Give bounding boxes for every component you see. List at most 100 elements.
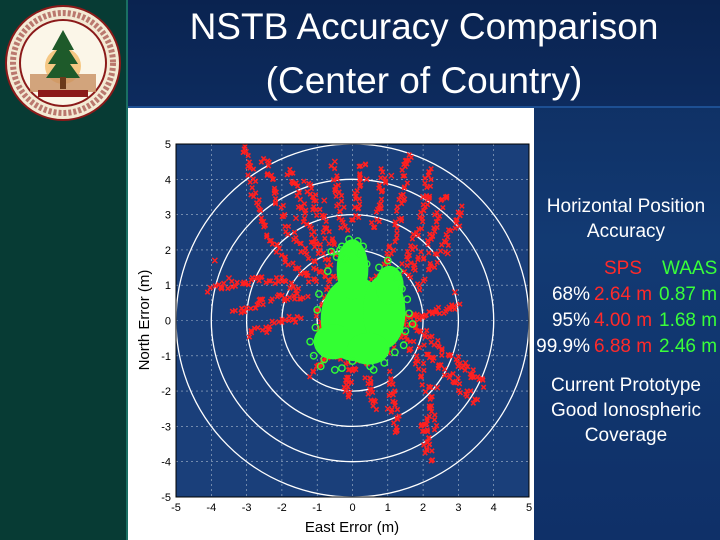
sps-point [252,190,259,196]
x-tick-label: -5 [171,502,181,514]
sps-point [429,233,436,239]
sps-point [292,319,299,325]
sps-point [422,388,429,395]
waas-cluster [375,265,404,305]
y-tick-label: 5 [165,139,171,151]
sps-point [267,298,274,305]
sps-point [245,163,251,170]
y-tick-label: -3 [161,421,171,433]
waas-series [306,235,417,374]
sps-point [387,368,393,375]
sps-point [285,223,292,230]
sps-point [297,271,304,277]
sps-point [357,170,363,177]
sps-point [279,213,285,220]
sps-point [356,201,363,207]
sps-point [388,390,394,397]
sps-point [292,215,300,222]
sps-point [304,251,310,257]
sps-point [425,196,431,203]
waas-cluster [313,324,353,360]
x-tick-label: 0 [349,502,355,514]
waas-point [309,351,318,360]
sps-point [327,262,334,268]
sps-point [290,180,297,187]
sps-point [243,305,250,311]
sps-point [279,316,285,323]
sps-point [449,305,456,311]
sps-point [414,314,421,321]
sps-point [271,190,278,197]
sps-point [308,185,315,192]
sps-point [255,300,262,307]
sps-point [413,353,420,359]
sps-point [401,268,408,275]
sps-point [406,347,412,354]
sps-point [301,215,308,222]
sps-point [399,261,405,267]
waas-point [398,284,406,293]
waas-point [375,263,383,272]
sps-point [245,152,251,159]
sps-point [331,158,338,165]
sps-point [436,310,443,317]
row-95-label: 95% [551,310,590,331]
sps-point [376,218,383,225]
waas-point [353,237,362,245]
sps-point [254,275,261,282]
sps-point [255,325,261,331]
sps-point [352,212,359,219]
waas-point [341,254,350,263]
sps-point [428,166,434,172]
sps-point [342,223,348,229]
sps-point [325,257,332,263]
sps-point [335,201,342,208]
sps-point [301,201,308,207]
sps-point [344,227,351,233]
sps-point [234,279,240,286]
sps-point [444,250,451,257]
row-68-sps: 2.64 m [594,284,653,305]
sps-point [429,448,435,454]
sps-point [433,219,440,225]
sps-point [425,351,431,358]
sps-point [355,205,362,212]
sps-point [388,251,394,257]
sps-point [470,367,476,373]
sps-point [435,215,441,222]
waas-point [336,245,345,254]
sps-point [445,242,452,249]
sps-point [457,212,463,219]
sps-point [362,161,369,168]
sps-point [286,294,293,301]
sps-point [302,210,308,217]
sps-point [267,278,274,284]
waas-point [327,247,336,256]
sps-point [258,159,265,165]
sps-point [367,375,373,382]
y-tick-label: -2 [161,386,171,398]
sps-point [409,236,416,242]
sps-point [384,405,391,412]
sps-point [341,204,347,210]
y-tick-label: 0 [165,316,171,328]
sps-point [420,256,427,262]
sps-point [303,272,310,278]
sps-point [388,172,395,179]
sps-point [329,238,336,244]
sps-point [398,200,405,207]
sps-point [451,289,458,296]
sps-point [300,295,306,301]
waas-point [401,327,410,335]
sps-point [439,347,445,354]
sps-point [302,245,309,252]
sps-point [429,457,436,463]
sps-point [426,383,432,390]
sps-point [431,264,438,271]
sps-point [370,398,376,405]
waas-point [323,267,332,275]
sps-point [362,375,368,381]
waas-cluster [336,239,369,300]
sps-point [323,286,330,293]
sps-point [313,313,320,319]
